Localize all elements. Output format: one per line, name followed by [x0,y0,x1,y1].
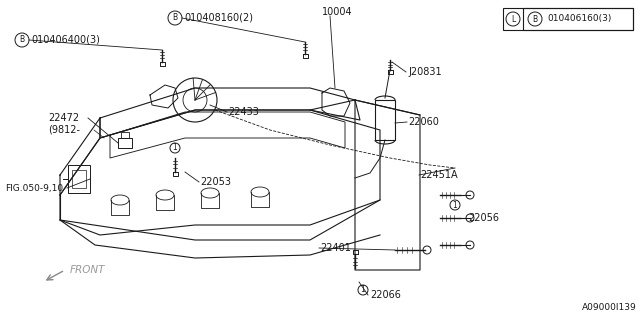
Bar [375,100,395,140]
Text: 1: 1 [452,201,458,210]
Text: 10004: 10004 [322,7,353,17]
Text: A09000I139: A09000I139 [582,303,637,312]
Text: 010406400(3): 010406400(3) [31,35,100,45]
Bar [121,132,129,138]
Text: B: B [532,14,538,23]
Text: 22433: 22433 [228,107,259,117]
Bar [72,170,86,188]
Text: B: B [19,36,24,44]
Text: 22401: 22401 [320,243,351,253]
Bar [68,165,90,193]
Text: L: L [511,14,515,23]
Text: J20831: J20831 [408,67,442,77]
Text: 22451A: 22451A [420,170,458,180]
Text: B: B [172,13,177,22]
Text: FRONT: FRONT [70,265,106,275]
Text: 010408160(2): 010408160(2) [184,13,253,23]
Text: 1: 1 [173,143,177,153]
Text: FIG.050-9,10: FIG.050-9,10 [5,183,63,193]
Bar [118,138,132,148]
Text: 22066: 22066 [370,290,401,300]
Text: 22056: 22056 [468,213,499,223]
Text: 22472: 22472 [48,113,79,123]
Bar [523,8,633,30]
Bar [503,8,633,30]
Text: 1: 1 [360,285,365,294]
Text: 22053: 22053 [200,177,231,187]
Text: (9812-: (9812- [48,125,80,135]
Text: 22060: 22060 [408,117,439,127]
Text: 010406160(3): 010406160(3) [547,14,611,23]
